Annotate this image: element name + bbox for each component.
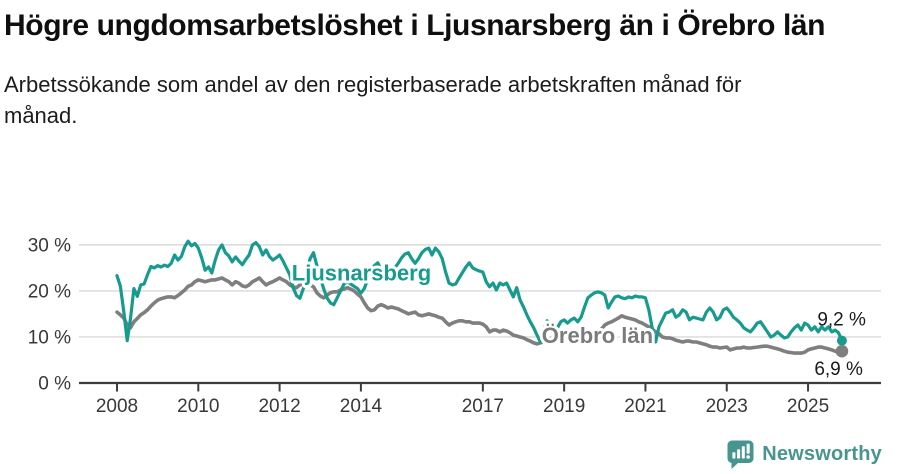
series-label-rebro-l-n: Örebro län xyxy=(542,323,653,348)
x-axis-label-2025: 2025 xyxy=(787,396,829,417)
x-axis-label-2014: 2014 xyxy=(340,396,383,417)
end-dot-ljusnarsberg xyxy=(836,335,847,346)
x-axis-label-2012: 2012 xyxy=(258,396,300,417)
x-axis-label-2010: 2010 xyxy=(177,396,219,417)
newsworthy-logo-text: Newsworthy xyxy=(762,443,882,465)
y-axis-label-30: 30 % xyxy=(28,235,71,256)
x-axis-label-2008: 2008 xyxy=(96,396,138,417)
y-axis-label-20: 20 % xyxy=(28,281,71,302)
y-axis-label-10: 10 % xyxy=(28,327,71,348)
y-axis-label-0: 0 % xyxy=(38,374,71,395)
x-axis-label-2017: 2017 xyxy=(462,396,504,417)
series-label-ljusnarsberg: Ljusnarsberg xyxy=(292,260,431,285)
x-axis-label-2019: 2019 xyxy=(543,396,585,417)
chart-subtitle: Arbetssökande som andel av den registerb… xyxy=(4,71,742,128)
series-line-ljusnarsberg xyxy=(115,239,844,344)
chart-title: Högre ungdomsarbetslöshet i Ljusnarsberg… xyxy=(4,9,826,42)
end-dot-rebro-l-n xyxy=(835,344,849,358)
newsworthy-logo[interactable]: Newsworthy xyxy=(727,440,882,469)
end-value-label-ljusnarsberg: 9,2 % xyxy=(817,310,866,331)
newsworthy-logo-icon xyxy=(727,440,754,469)
chart-header: Högre ungdomsarbetslöshet i Ljusnarsberg… xyxy=(4,2,896,131)
series-line-rebro-l-n xyxy=(115,276,844,355)
end-value-label-rebro-l-n: 6,9 % xyxy=(814,359,863,380)
x-axis-label-2023: 2023 xyxy=(706,396,748,417)
x-axis-label-2021: 2021 xyxy=(624,396,666,417)
